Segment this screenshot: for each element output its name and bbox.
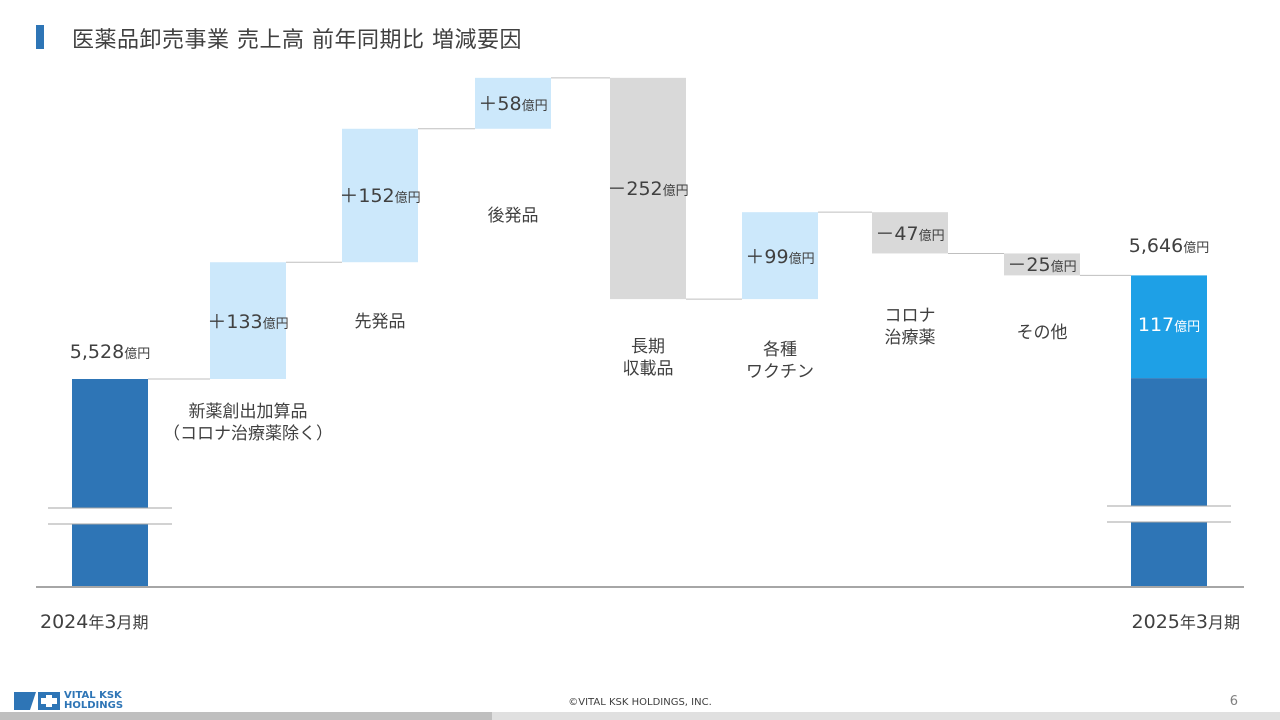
step-label-7: －25億円 [1007, 250, 1076, 277]
step-bar-2 [342, 128, 418, 263]
step-label-5-value: ＋99 [745, 245, 789, 268]
start-total-label-value: 5,528 [69, 341, 125, 363]
step-label-1-value: ＋133 [207, 310, 263, 333]
step-label-1-unit: 億円 [262, 316, 289, 332]
end-increase-label-value: 117 [1137, 313, 1175, 336]
step-label-2: ＋152億円 [339, 181, 420, 208]
category-label-6: コロナ 治療薬 [884, 306, 936, 348]
page-title: 医薬品卸売事業 売上高 前年同期比 増減要因 [72, 28, 522, 53]
title-accent-bar [36, 25, 44, 49]
waterfall-chart [36, 77, 1244, 588]
category-label-4: 長期 収載品 [622, 337, 674, 379]
start-total-bar [72, 379, 148, 587]
step-label-6-value: －47 [875, 222, 919, 245]
logo-line-2: HOLDINGS [64, 700, 124, 711]
start-axis-break-gap [60, 508, 160, 524]
step-bar-1 [210, 262, 286, 379]
step-label-6-unit: 億円 [918, 228, 945, 244]
step-label-6: －47億円 [875, 219, 944, 246]
step-label-3-unit: 億円 [521, 99, 548, 115]
end-increase-label: 117億円 [1138, 314, 1200, 336]
end-total-label-value: 5,646 [1128, 235, 1184, 258]
start-total-label: 5,528億円 [70, 341, 150, 363]
step-label-4: －252億円 [607, 174, 688, 201]
copyright: ©VITAL KSK HOLDINGS, INC. [568, 697, 712, 708]
step-label-3-value: ＋58 [478, 93, 522, 116]
step-label-3: ＋58億円 [478, 89, 547, 116]
page-number: 6 [1229, 694, 1238, 709]
step-label-4-value: －252 [607, 178, 663, 201]
step-label-1: ＋133億円 [207, 307, 288, 334]
step-label-2-value: ＋152 [339, 185, 395, 208]
end-axis-break-gap [1119, 506, 1219, 522]
end-increase-label-unit: 億円 [1174, 319, 1201, 335]
end-total-label-unit: 億円 [1183, 241, 1210, 257]
step-label-2-unit: 億円 [394, 191, 421, 207]
step-label-4-unit: 億円 [662, 184, 689, 200]
step-label-5-unit: 億円 [788, 251, 815, 267]
category-label-5: 各種 ワクチン [746, 340, 814, 382]
category-label-7: その他 [1016, 323, 1068, 343]
end-total-bar [1131, 378, 1207, 587]
end-increase-bar [1131, 275, 1207, 379]
step-label-7-value: －25 [1007, 254, 1051, 277]
footer-bar [0, 712, 1280, 720]
step-label-5: ＋99億円 [745, 242, 814, 269]
step-bar-6 [872, 212, 948, 254]
company-logo-icon [14, 692, 60, 710]
logo-line-1: VITAL KSK [64, 690, 122, 701]
category-label-1: 新薬創出加算品 （コロナ治療薬除く） [163, 402, 333, 444]
company-logo-text: VITAL KSK HOLDINGS [64, 691, 123, 711]
step-bar-4 [610, 77, 686, 300]
start-total-label-unit: 億円 [124, 347, 151, 362]
step-bar-3 [475, 77, 551, 129]
step-bar-5 [742, 212, 818, 300]
start-period-label: 2024年3月期 [40, 611, 149, 633]
category-label-2: 先発品 [354, 312, 406, 332]
step-label-7-unit: 億円 [1050, 260, 1077, 276]
end-total-label: 5,646億円 [1129, 235, 1209, 257]
end-period-label: 2025年3月期 [1131, 611, 1240, 633]
step-bar-7 [1004, 253, 1080, 276]
category-label-3: 後発品 [487, 206, 539, 226]
